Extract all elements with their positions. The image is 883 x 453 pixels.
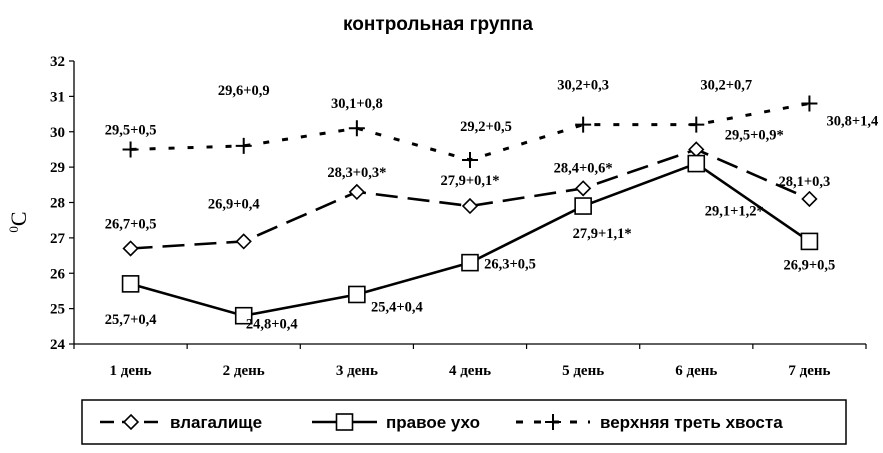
legend-items: влагалище правое ухо верхняя треть хвоста — [100, 413, 783, 432]
y-tick-label: 26 — [50, 266, 66, 282]
legend-item-2: правое ухо — [312, 413, 480, 432]
square-marker — [461, 253, 479, 272]
data-label: 29,1+1,2* — [705, 204, 764, 220]
data-label: 30,2+0,3 — [557, 78, 609, 94]
data-label: 28,1+0,3 — [779, 174, 831, 190]
data-labels: 26,7+0,5 26,9+0,4 28,3+0,3* 27,9+0,1* 28,4+0… — [105, 78, 879, 333]
x-tick-label: 2 день — [223, 363, 265, 379]
chart-title: контрольная группа — [343, 14, 533, 35]
diamond-marker — [688, 141, 705, 158]
y-tick-label: 30 — [50, 125, 65, 141]
legend-label: правое ухо — [386, 413, 480, 432]
diamond-marker — [348, 183, 365, 201]
square-marker — [800, 232, 819, 251]
y-tick-label: 32 — [50, 54, 65, 70]
y-tick-label: 24 — [50, 337, 66, 353]
legend-item-3: верхняя треть хвоста — [516, 413, 783, 432]
legend-square-marker — [335, 413, 354, 431]
square-marker — [348, 285, 366, 304]
data-label: 25,4+0,4 — [371, 299, 423, 315]
data-label: 28,3+0,3* — [327, 165, 386, 181]
data-label: 29,6+0,9 — [218, 83, 270, 99]
x-tick-label: 3 день — [336, 363, 378, 379]
plus-marker — [575, 116, 592, 133]
y-tick-label: 27 — [50, 231, 66, 247]
data-label: 29,2+0,5 — [460, 119, 512, 135]
diamond-marker — [122, 240, 139, 257]
data-label: 27,9+0,1* — [440, 173, 499, 189]
data-label: 30,1+0,8 — [331, 96, 383, 112]
legend-label: влагалище — [170, 413, 262, 432]
legend-diamond-marker — [122, 413, 140, 431]
series-3 — [122, 95, 818, 169]
data-label: 27,9+1,1* — [573, 226, 632, 242]
plus-marker — [348, 120, 365, 137]
x-tick-label: 5 день — [562, 363, 604, 379]
data-label: 30,2+0,7 — [700, 78, 752, 94]
x-tick-label: 6 день — [675, 363, 717, 379]
plus-marker — [235, 137, 252, 154]
diamond-marker — [801, 190, 818, 208]
square-marker — [574, 197, 592, 215]
diamond-marker — [461, 197, 479, 215]
y-tick-label: 31 — [50, 89, 65, 105]
y-axis-label: 0C — [6, 211, 31, 232]
data-label: 25,7+0,4 — [105, 312, 157, 328]
data-label: 29,5+0,5 — [105, 122, 157, 138]
plus-marker — [801, 95, 818, 112]
legend-plus-marker — [545, 414, 561, 430]
plus-marker — [462, 152, 478, 169]
y-axis-label-degree: 0 — [6, 226, 21, 233]
data-label: 30,8+1,4 — [827, 113, 879, 129]
square-marker — [121, 275, 140, 293]
legend-item-1: влагалище — [100, 413, 262, 432]
square-marker — [234, 306, 253, 325]
data-label: 26,9+0,5 — [784, 257, 836, 273]
diamond-marker — [235, 233, 252, 250]
x-tick-label: 1 день — [110, 363, 152, 379]
diamond-marker — [575, 180, 592, 197]
data-label: 28,4+0,6* — [554, 160, 613, 176]
data-label: 26,3+0,5 — [484, 257, 536, 273]
series-group — [121, 95, 819, 325]
square-marker — [687, 154, 706, 173]
data-label: 26,9+0,4 — [208, 196, 260, 212]
data-label: 24,8+0,4 — [246, 317, 298, 333]
y-tick-label: 29 — [50, 160, 65, 176]
data-label: 29,5+0,9* — [725, 127, 784, 143]
legend-label: верхняя треть хвоста — [600, 413, 783, 432]
series-1 — [122, 141, 818, 257]
legend-box — [81, 399, 847, 445]
y-tick-label: 28 — [50, 196, 65, 212]
data-label: 26,7+0,5 — [105, 216, 157, 232]
legend: влагалище правое ухо верхняя треть хвоста — [81, 399, 847, 445]
series-2 — [121, 154, 819, 325]
axes: 24 25 26 27 28 29 30 31 32 1 день 2 день 3 день 4 де… — [50, 54, 867, 379]
plus-marker — [688, 116, 705, 133]
x-tick-label: 4 день — [449, 363, 491, 379]
y-axis-label-unit: C — [6, 211, 31, 226]
y-tick-label: 25 — [50, 302, 65, 318]
x-tick-label: 7 день — [788, 363, 830, 379]
plus-marker — [122, 141, 139, 158]
